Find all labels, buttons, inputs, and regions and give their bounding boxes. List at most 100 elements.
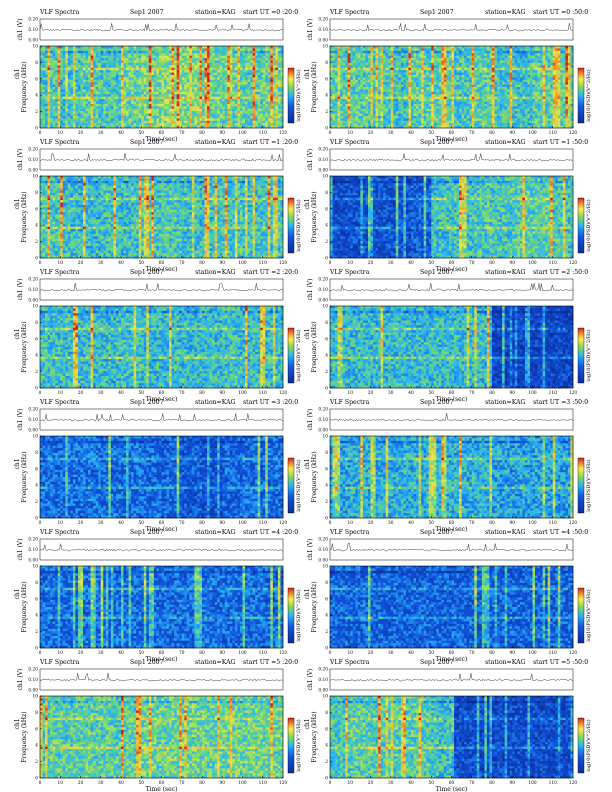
panel-date: Sep1 2007 [420,139,454,146]
amplitude-tick-label: 0.10 [28,158,38,163]
frequency-tick-label: 4 [325,614,328,619]
panel-station: station=KAG [485,659,526,666]
panel-start-ut: start UT =0 :20:0 [243,9,298,16]
time-tick-label: 120 [279,261,287,266]
time-tick-label: 80 [199,261,205,266]
spectrogram-panel: VLF Spectra Sep1 2007 station=KAG start UT … [304,139,592,273]
frequency-tick-label: 10 [33,45,39,50]
amplitude-axis-label: ch1 (V) [17,19,24,41]
frequency-tick-label: 2 [325,500,328,505]
panel-start-ut: start UT =1 :20:0 [243,139,298,146]
amplitude-tick-label: 0.20 [318,408,328,413]
time-tick-label: 110 [549,391,557,396]
amplitude-tick-label: 0.20 [318,278,328,283]
frequency-tick-label: 8 [325,451,328,456]
time-tick-label: 100 [238,261,246,266]
time-tick-label: 0 [329,131,332,136]
frequency-tick-label: 4 [35,94,38,99]
amplitude-tick-label: 0.20 [28,408,38,413]
colorbar-label: log10(PSD)(V^2/Hz) [295,329,302,381]
spectrogram-panel: VLF Spectra Sep1 2007 station=KAG start UT … [14,529,302,663]
frequency-tick-label: 4 [325,744,328,749]
frequency-tick-label: 2 [325,110,328,115]
panel-date: Sep1 2007 [130,9,164,16]
colorbar-label: log10(PSD)(V^2/Hz) [585,589,592,641]
time-tick-label: 110 [549,261,557,266]
frequency-tick-label: 2 [325,370,328,375]
time-tick-label: 80 [199,131,205,136]
frequency-tick-label: 10 [33,175,39,180]
spectrogram-panel: VLF Spectra Sep1 2007 station=KAG start UT … [304,9,592,143]
frequency-tick-label: 8 [325,191,328,196]
panel-date: Sep1 2007 [130,399,164,406]
frequency-tick-label: 6 [325,467,328,472]
panel-title: VLF Spectra [39,659,80,666]
amplitude-tick-label: 0.00 [318,299,328,304]
time-tick-label: 10 [58,781,64,786]
amplitude-tick-label: 0.20 [318,668,328,673]
frequency-tick-label: 4 [35,484,38,489]
time-tick-label: 30 [98,261,104,266]
time-tick-label: 30 [388,521,394,526]
amplitude-axes [40,149,283,170]
frequency-tick-label: 10 [323,435,329,440]
amplitude-trace [330,23,573,31]
time-tick-label: 40 [408,651,414,656]
time-tick-label: 40 [118,131,124,136]
frequency-axis-label: Frequency (kHz) [311,451,318,502]
panel-station: station=KAG [485,399,526,406]
amplitude-trace [330,413,573,421]
time-tick-label: 100 [238,391,246,396]
channel-label: ch1 [304,718,311,729]
time-tick-label: 0 [39,781,42,786]
time-tick-label: 50 [429,261,435,266]
frequency-tick-label: 6 [325,337,328,342]
time-tick-label: 120 [569,261,577,266]
panel-station: station=KAG [485,139,526,146]
time-tick-label: 70 [469,781,475,786]
amplitude-tick-label: 0.00 [318,169,328,174]
panel-title: VLF Spectra [39,269,80,276]
time-tick-label: 10 [58,521,64,526]
frequency-tick-label: 4 [325,354,328,359]
time-tick-label: 10 [58,651,64,656]
amplitude-tick-label: 0.20 [318,18,328,23]
panel-date: Sep1 2007 [130,659,164,666]
amplitude-trace [40,23,283,31]
panel-start-ut: start UT =0 :50:0 [533,9,588,16]
spectrogram-panel: VLF Spectra Sep1 2007 station=KAG start UT … [14,139,302,273]
time-tick-label: 80 [489,391,495,396]
time-tick-label: 40 [408,521,414,526]
time-tick-label: 100 [238,131,246,136]
colorbar [288,198,294,253]
frequency-axis-label: Frequency (kHz) [21,191,28,242]
time-tick-label: 100 [528,131,536,136]
panel-station: station=KAG [195,269,236,276]
time-tick-label: 30 [388,391,394,396]
time-tick-label: 0 [39,651,42,656]
frequency-tick-label: 2 [35,370,38,375]
spectrogram-panel: VLF Spectra Sep1 2007 station=KAG start UT … [14,269,302,403]
amplitude-axis-label: ch1 (V) [307,409,314,431]
amplitude-tick-label: 0.10 [318,678,328,683]
frequency-tick-label: 8 [325,581,328,586]
panel-start-ut: start UT =2 :20:0 [243,269,298,276]
time-tick-label: 50 [429,131,435,136]
frequency-tick-label: 6 [35,207,38,212]
time-tick-label: 20 [78,651,84,656]
time-tick-label: 70 [179,651,185,656]
time-tick-label: 20 [368,521,374,526]
vlf-spectra-page: VLF Spectra Sep1 2007 station=KAG start UT … [0,0,612,792]
amplitude-axis-label: ch1 (V) [17,409,24,431]
amplitude-trace [330,283,573,291]
frequency-tick-label: 8 [35,581,38,586]
time-tick-label: 80 [199,781,205,786]
time-tick-label: 70 [179,131,185,136]
panel-title: VLF Spectra [39,399,80,406]
panel-station: station=KAG [195,139,236,146]
time-tick-label: 30 [388,261,394,266]
amplitude-tick-label: 0.00 [28,169,38,174]
colorbar-label: log10(PSD)(V^2/Hz) [295,69,302,121]
time-tick-label: 50 [139,651,145,656]
time-tick-label: 100 [238,781,246,786]
